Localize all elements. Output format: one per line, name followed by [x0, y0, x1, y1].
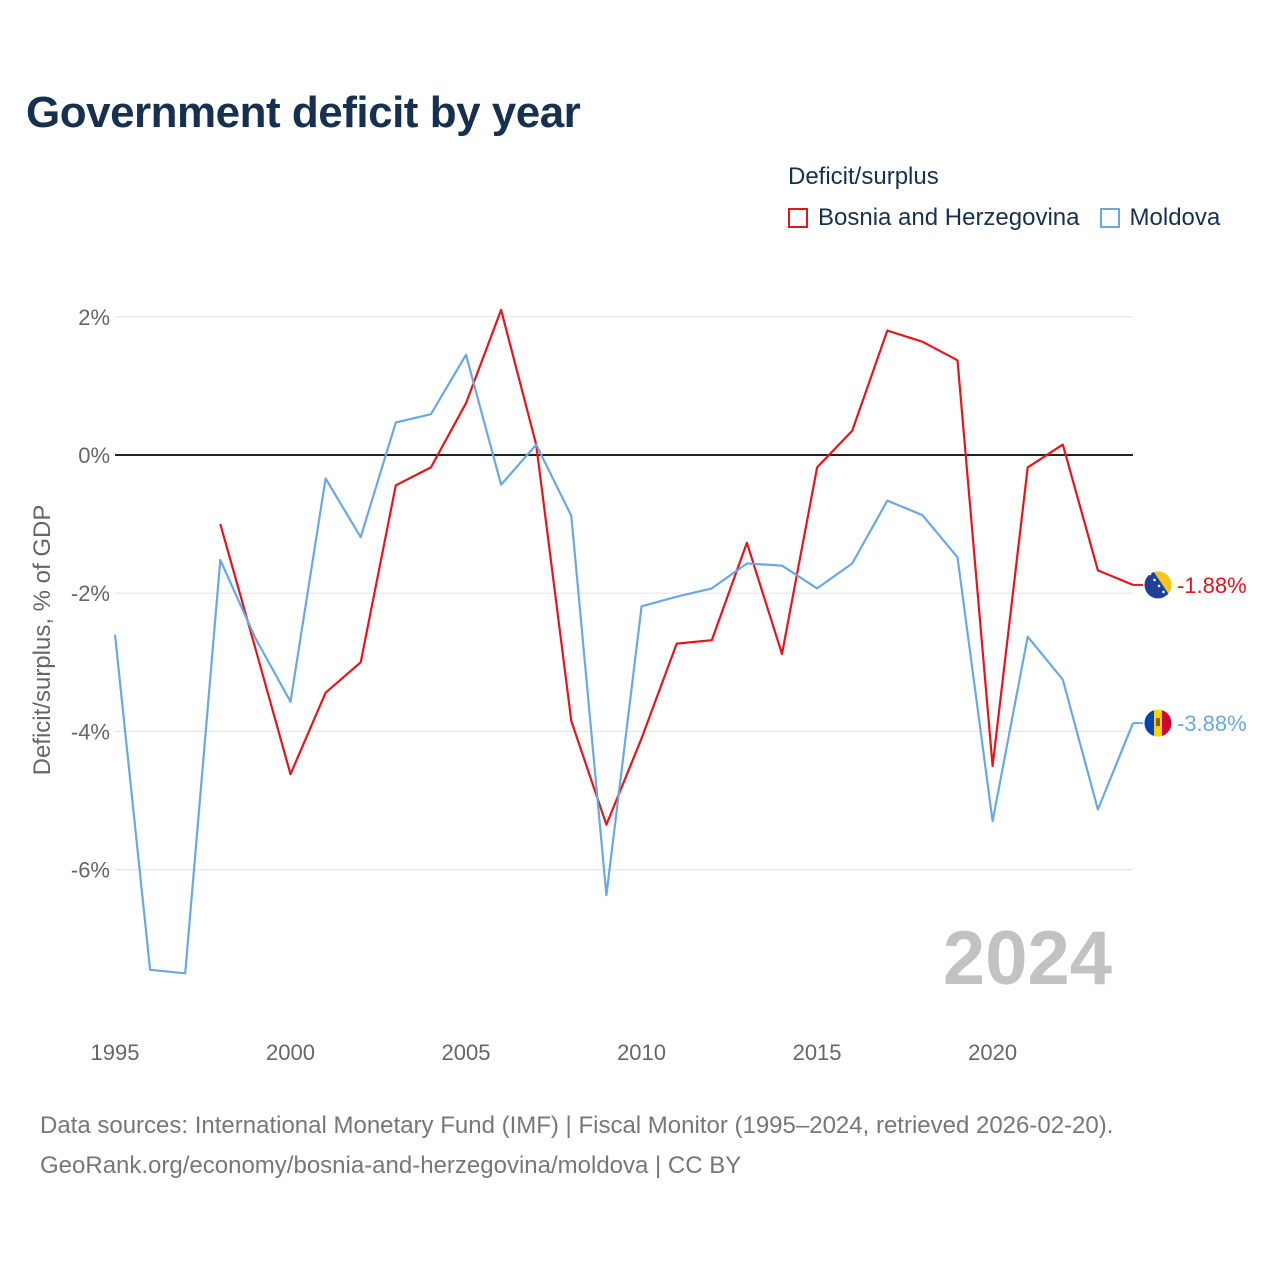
- y-tick-label: -4%: [71, 719, 110, 744]
- y-axis-label: Deficit/surplus, % of GDP: [29, 505, 56, 776]
- x-tick-label: 2005: [442, 1040, 491, 1065]
- bosnia-flag-icon: [1143, 570, 1173, 600]
- legend-label-moldova: Moldova: [1129, 204, 1221, 231]
- y-tick-label: -2%: [71, 581, 110, 606]
- legend-title: Deficit/surplus: [788, 163, 939, 190]
- y-tick-label: -6%: [71, 858, 110, 883]
- data-sources-text: Data sources: International Monetary Fun…: [40, 1112, 1114, 1139]
- credit-link[interactable]: GeoRank.org/economy/bosnia-and-herzegovi…: [40, 1152, 742, 1179]
- legend-swatch-bosnia: [788, 208, 808, 228]
- y-tick-label: 2%: [78, 305, 110, 330]
- x-axis-ticks: 1995 2000 2005 2010 2015 2020: [91, 1040, 1018, 1065]
- legend: Bosnia and Herzegovina Moldova: [788, 204, 1220, 232]
- series-lines: [113, 308, 1135, 975]
- x-tick-label: 2015: [793, 1040, 842, 1065]
- y-tick-label: 0%: [78, 443, 110, 468]
- legend-label-bosnia: Bosnia and Herzegovina: [818, 204, 1080, 231]
- series-end-labels: -1.88% -3.88%: [1133, 570, 1247, 738]
- legend-swatch-moldova: [1099, 208, 1120, 228]
- x-tick-label: 2020: [968, 1040, 1017, 1065]
- x-tick-label: 2010: [617, 1040, 666, 1065]
- legend-item-moldova[interactable]: Moldova: [1099, 204, 1221, 232]
- legend-item-bosnia[interactable]: Bosnia and Herzegovina: [788, 204, 1080, 232]
- x-tick-label: 2000: [266, 1040, 315, 1065]
- footer: Data sources: International Monetary Fun…: [40, 1106, 1113, 1186]
- series-line-bosnia[interactable]: [219, 308, 1134, 826]
- chart-title: Government deficit by year: [26, 88, 581, 137]
- moldova-flag-icon: [1143, 708, 1173, 738]
- series-line-moldova[interactable]: [113, 353, 1135, 975]
- y-axis-ticks: 2% 0% -2% -4% -6%: [71, 305, 110, 883]
- end-label-moldova: -3.88%: [1177, 711, 1247, 736]
- end-label-bosnia: -1.88%: [1177, 573, 1247, 598]
- grid-lines: [115, 316, 1133, 871]
- x-tick-label: 1995: [91, 1040, 140, 1065]
- year-watermark: 2024: [943, 916, 1112, 1001]
